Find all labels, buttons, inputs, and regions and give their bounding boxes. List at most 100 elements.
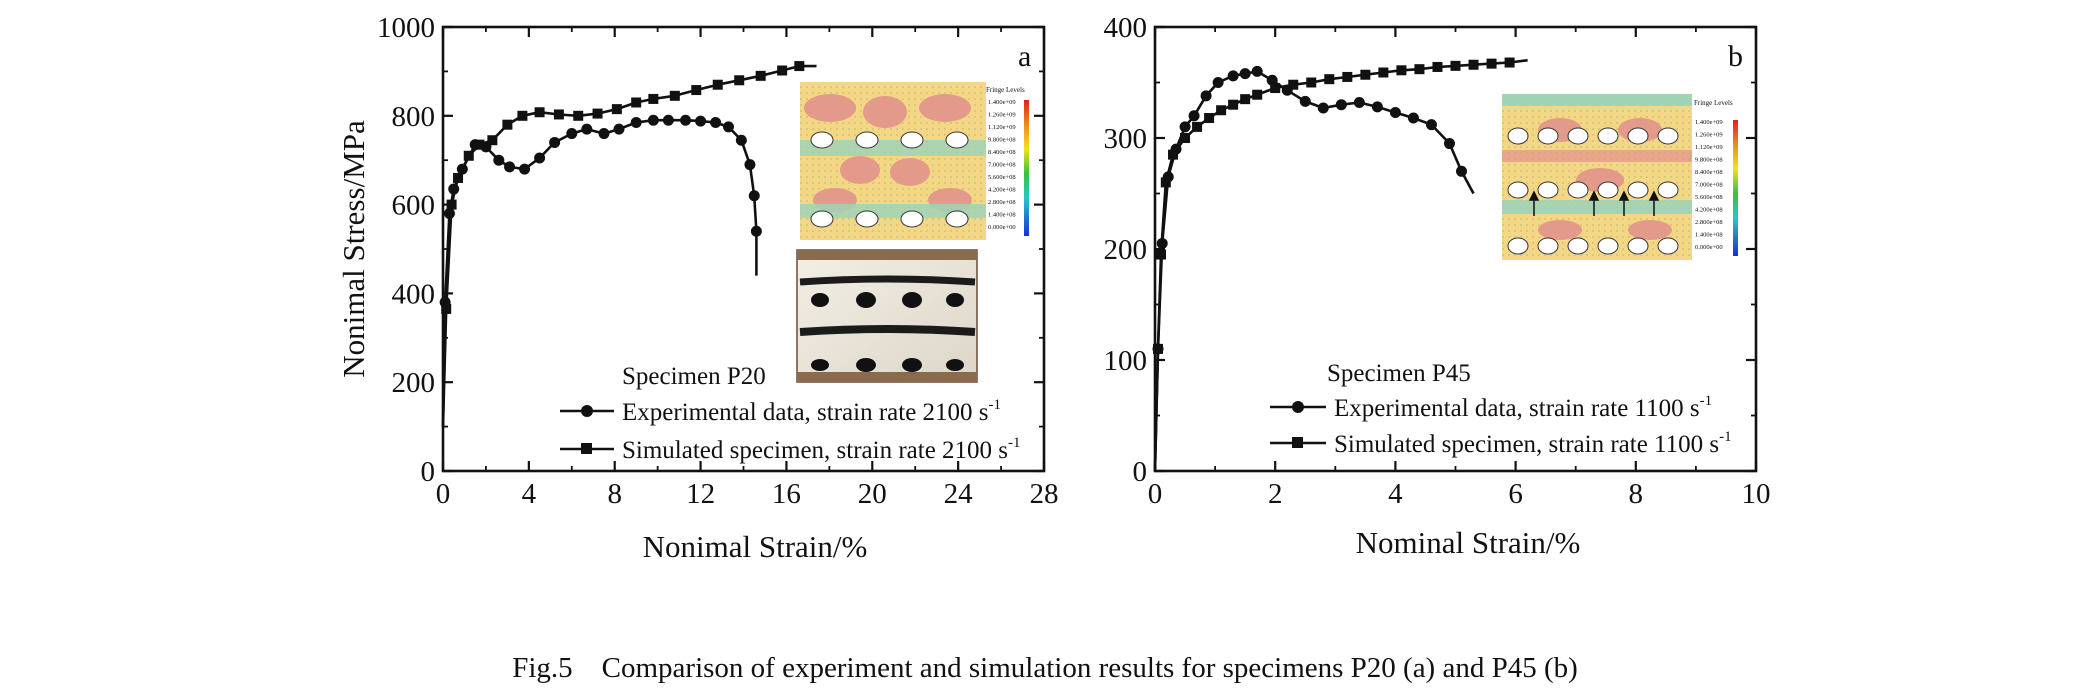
data-point-square [1468, 59, 1479, 70]
data-point-square [648, 93, 659, 104]
data-point-square [1216, 105, 1227, 116]
fringe-level-label: 1.120e+09 [1695, 144, 1723, 151]
fringe-level-label: 8.400e+08 [1695, 169, 1723, 176]
y-tick-label: 400 [392, 278, 436, 310]
panel-b-legend-title: Specimen P45 [1327, 360, 1471, 387]
data-point-square [1270, 83, 1281, 94]
panel-a-xlabel: Nonimal Strain/% [643, 529, 868, 564]
fringe-level-label: 7.000e+08 [1695, 182, 1723, 189]
data-point-circle [549, 136, 561, 148]
data-point-square [446, 199, 457, 210]
y-tick-label: 1000 [377, 12, 435, 44]
data-point-circle [1299, 95, 1311, 107]
x-tick-label: 24 [944, 478, 974, 510]
panel-b-fringe-inset: Fringe Levels 1.400e+09 1.260e+09 1.120e+0… [1502, 94, 1740, 260]
data-point-circle [1425, 119, 1437, 131]
data-point-circle [1317, 102, 1329, 114]
fringe-level-label: 4.200e+08 [988, 187, 1016, 194]
data-point-circle [443, 207, 455, 219]
data-point-square [1396, 65, 1407, 76]
fringe-level-label: 0.000e+00 [988, 224, 1016, 231]
data-point-square [611, 104, 622, 115]
y-tick-label: 0 [1133, 456, 1148, 488]
data-point-square [1414, 64, 1425, 75]
fringe-level-label: 1.400e+08 [1695, 232, 1723, 239]
data-point-circle [744, 159, 756, 171]
x-tick-label: 20 [858, 478, 887, 510]
data-point-circle [1389, 106, 1401, 118]
figure-caption: Fig.5 Comparison of experiment and simul… [512, 652, 1578, 684]
y-tick-label: 100 [1104, 345, 1148, 377]
data-point-square [1153, 343, 1164, 354]
data-point-circle [662, 114, 674, 126]
x-tick-label: 4 [522, 478, 537, 510]
data-point-square [734, 75, 745, 86]
fringe-level-label: 1.400e+08 [988, 212, 1016, 219]
panel-b-series [1152, 57, 1528, 472]
data-point-circle [722, 121, 734, 133]
y-tick-label: 200 [1104, 234, 1148, 266]
panel-a-legend-marker-square [581, 443, 592, 454]
data-point-square [1486, 58, 1497, 69]
data-point-square [1288, 79, 1299, 90]
x-tick-label: 4 [1388, 478, 1403, 510]
x-tick-label: 8 [607, 478, 622, 510]
panel-a-fringe-levels: 1.400e+09 1.260e+09 1.120e+09 9.800e+08 8.40… [988, 99, 1016, 231]
panel-b-letter: b [1728, 40, 1743, 73]
data-point-square [1228, 99, 1239, 110]
fringe-level-label: 1.400e+09 [1695, 119, 1723, 126]
y-tick-label: 800 [392, 101, 436, 133]
x-tick-label: 16 [772, 478, 801, 510]
fringe-level-label: 1.260e+09 [988, 112, 1016, 119]
data-point-circle [534, 152, 546, 164]
data-point-square [755, 70, 766, 81]
data-point-square [777, 65, 788, 76]
x-tick-label: 8 [1629, 478, 1644, 510]
data-point-square [1432, 61, 1443, 72]
x-tick-label: 0 [1148, 478, 1163, 510]
data-point-square [1324, 74, 1335, 85]
data-point-circle [735, 134, 747, 146]
data-point-circle [493, 154, 505, 166]
data-point-circle [1212, 77, 1224, 88]
fringe-level-label: 0.000e+00 [1695, 244, 1723, 251]
fringe-level-label: 8.400e+08 [988, 149, 1016, 156]
fringe-level-label: 1.120e+09 [988, 124, 1016, 131]
data-point-circle [1239, 68, 1251, 80]
data-point-circle [1353, 96, 1365, 108]
data-point-circle [519, 163, 531, 175]
fringe-level-label: 4.200e+08 [1695, 207, 1723, 214]
panel-a-letter: a [1018, 40, 1031, 73]
data-point-square [712, 79, 723, 90]
panel-a-series [439, 61, 817, 427]
data-point-circle [1251, 65, 1263, 77]
x-tick-label: 2 [1268, 478, 1283, 510]
fringe-level-label: 2.800e+08 [1695, 219, 1723, 226]
data-point-square [463, 150, 474, 161]
y-tick-label: 600 [392, 190, 436, 222]
data-point-square [1504, 57, 1515, 68]
y-tick-label: 200 [392, 367, 436, 399]
data-point-square [592, 108, 603, 119]
fringe-level-label: 7.000e+08 [988, 162, 1016, 169]
data-point-circle [647, 114, 659, 126]
data-point-circle [710, 116, 722, 128]
data-point-circle [598, 128, 610, 140]
data-point-circle [748, 190, 760, 202]
data-point-square [534, 107, 545, 118]
data-point-square [573, 110, 584, 121]
y-tick-label: 400 [1104, 12, 1148, 44]
data-point-circle [1371, 101, 1383, 113]
data-point-circle [750, 225, 762, 237]
data-point-square [502, 119, 513, 130]
data-point-circle [1200, 90, 1212, 102]
data-point-square [794, 61, 805, 72]
panel-a-fringe-title: Fringe Levels [986, 86, 1025, 94]
data-point-circle [613, 123, 625, 135]
data-point-square [487, 135, 498, 146]
data-point-circle [581, 123, 593, 135]
fringe-level-label: 2.800e+08 [988, 199, 1016, 206]
panel-b-fringe-title: Fringe Levels [1694, 99, 1733, 107]
